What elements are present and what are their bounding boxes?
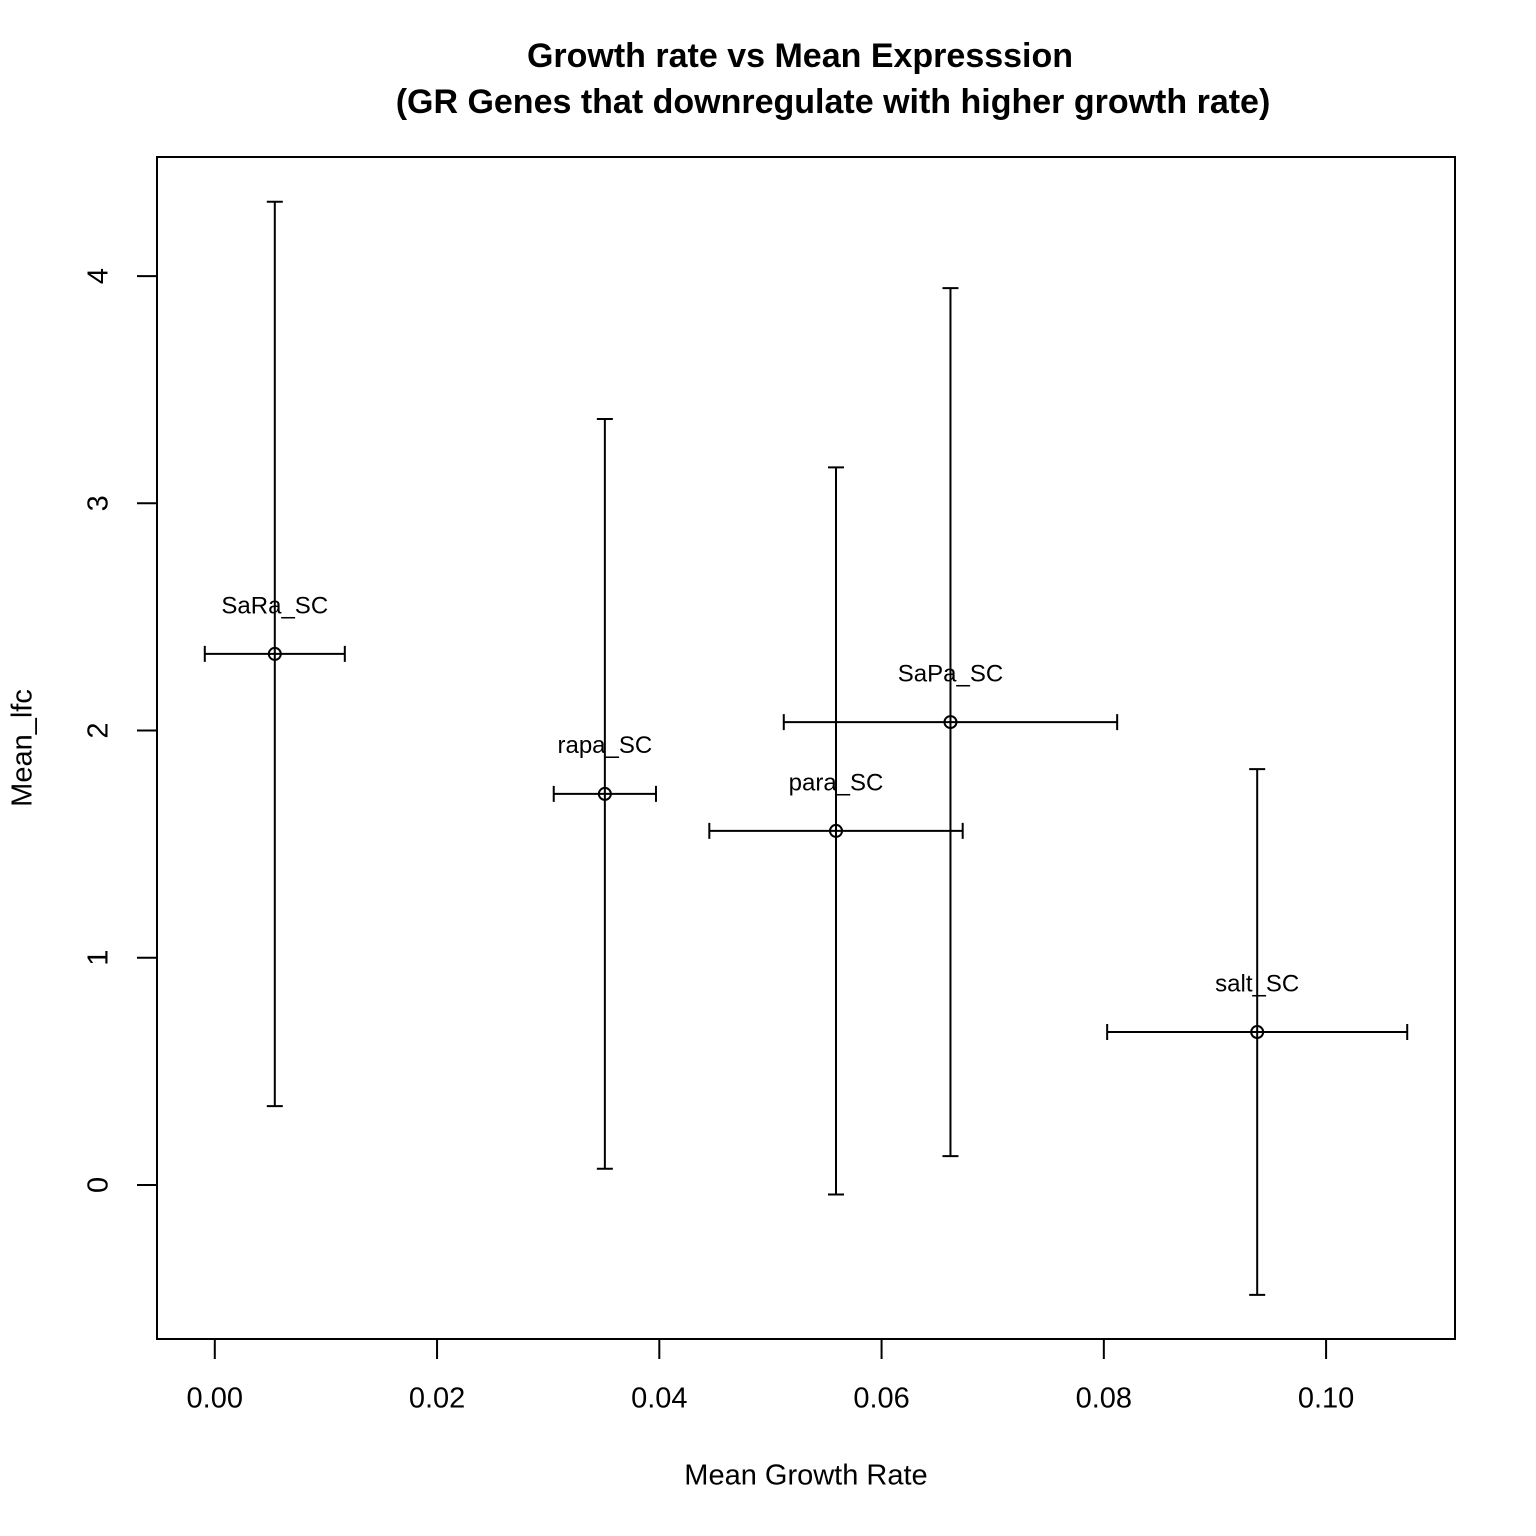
x-tick-label: 0.06 [853,1383,909,1415]
y-tick-label: 0 [83,1177,115,1193]
point-label: rapa_SC [557,732,652,759]
x-tick-label: 0.02 [409,1383,465,1415]
x-tick-label: 0.10 [1298,1383,1354,1415]
x-error-bar [203,645,346,662]
y-tick-label: 3 [83,495,115,511]
x-error-bar [708,822,964,839]
chart-title: Growth rate vs Mean Expresssion [527,37,1073,75]
point-label: salt_SC [1215,970,1299,997]
x-tick-label: 0.00 [187,1383,243,1415]
y-tick-label: 1 [83,950,115,966]
y-tick-label: 4 [83,268,115,284]
x-error-bar [782,714,1119,731]
x-tick-label: 0.04 [631,1383,687,1415]
point-label: SaRa_SC [221,592,328,619]
point [1250,1025,1265,1040]
y-tick-label: 2 [83,722,115,738]
point [597,786,612,801]
chart-subtitle: (GR Genes that downregulate with higher … [396,83,1271,121]
x-error-bar [552,785,657,802]
y-axis-label: Mean_lfc [7,689,39,807]
point [829,823,844,838]
point-label: SaPa_SC [898,660,1003,687]
x-tick-label: 0.08 [1076,1383,1132,1415]
x-error-bar [1106,1024,1409,1041]
point [943,715,958,730]
point [267,646,282,661]
x-axis-label: Mean Growth Rate [684,1460,927,1492]
point-label: para_SC [789,769,884,796]
plot-frame [156,156,1456,1340]
